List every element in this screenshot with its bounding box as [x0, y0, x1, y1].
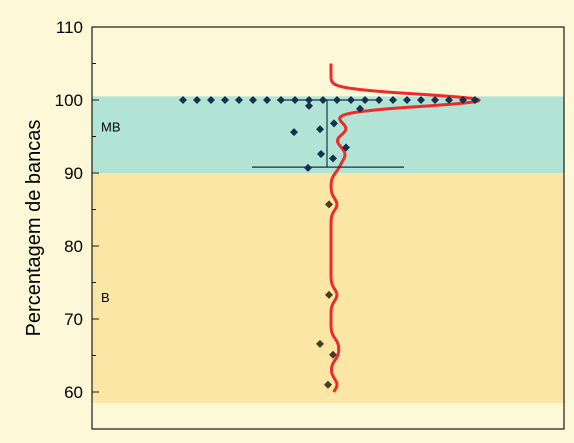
y-axis: 60 70 80 90 100 110 — [55, 18, 99, 402]
data-point — [329, 154, 337, 163]
data-point — [317, 150, 325, 159]
density-curve-layer — [329, 62, 481, 393]
y-tick-label: 100 — [55, 91, 83, 110]
data-point — [389, 96, 397, 104]
data-point — [325, 200, 333, 209]
data-point — [325, 290, 333, 299]
data-point — [263, 96, 271, 104]
y-tick-label: 70 — [64, 310, 83, 329]
band-mb — [92, 96, 564, 173]
plot-frame — [91, 26, 565, 430]
data-point — [445, 96, 453, 104]
data-point — [347, 96, 355, 104]
data-point — [277, 96, 285, 104]
y-axis-title: Percentagem de bancas — [23, 120, 45, 337]
data-point — [221, 96, 229, 104]
data-point — [179, 96, 187, 104]
data-point — [291, 96, 299, 104]
data-point — [207, 96, 215, 104]
data-point — [471, 96, 479, 104]
data-point — [319, 96, 327, 104]
y-tick-label: 60 — [64, 383, 83, 402]
data-point — [431, 96, 439, 104]
data-points — [179, 96, 479, 389]
data-point — [304, 163, 312, 172]
data-point — [329, 350, 337, 359]
data-point — [324, 380, 332, 389]
data-point — [333, 96, 341, 104]
y-tick-label: 110 — [56, 18, 83, 37]
y-tick-label: 90 — [64, 164, 83, 183]
data-point — [305, 101, 313, 110]
data-point — [290, 128, 298, 137]
data-point — [249, 96, 257, 104]
data-point — [305, 96, 313, 104]
band-label-mb: MB — [101, 119, 121, 134]
data-point — [193, 96, 201, 104]
data-point — [375, 96, 383, 104]
data-point — [459, 96, 467, 104]
data-point — [316, 125, 324, 134]
data-point — [235, 96, 243, 104]
data-point — [330, 119, 338, 128]
data-point — [342, 143, 350, 152]
data-point — [417, 96, 425, 104]
y-tick-label: 80 — [64, 237, 83, 256]
data-point — [316, 339, 324, 348]
density-curve — [329, 62, 481, 393]
data-point — [361, 96, 369, 104]
data-point — [356, 104, 364, 113]
band-label-b: B — [101, 290, 110, 305]
band-b — [92, 173, 564, 403]
background-bands: MB B — [92, 96, 564, 403]
data-point — [403, 96, 411, 104]
